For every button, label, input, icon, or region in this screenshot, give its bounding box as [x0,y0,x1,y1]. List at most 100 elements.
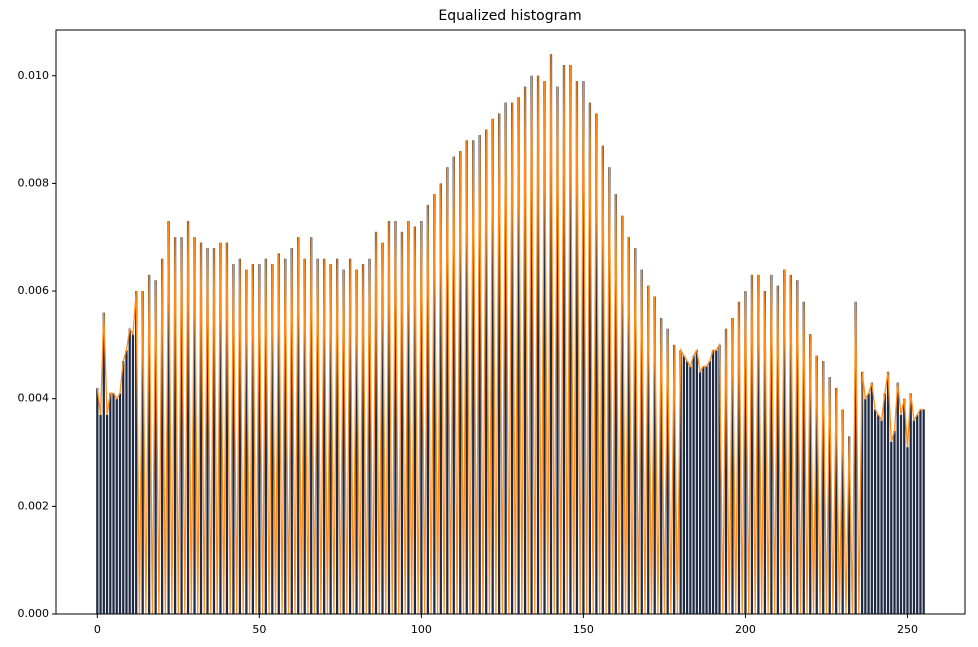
bar [815,355,818,614]
bar [238,258,242,614]
bar [877,414,880,614]
bar [912,420,916,614]
bar [420,221,423,614]
bar [381,242,384,615]
bar [886,371,890,614]
bar [653,296,656,614]
bar [122,361,125,614]
x-tick-label: 250 [897,623,918,636]
bar [284,258,287,614]
bar [303,258,306,614]
bar [575,81,579,614]
bar [387,221,391,614]
bar [673,344,676,614]
bar [323,258,326,614]
bar [335,258,339,614]
bar [893,430,896,614]
bar [523,86,527,615]
bar [873,409,877,614]
bar [510,102,514,614]
bar [245,269,248,614]
bar [685,361,689,614]
bar [498,113,501,614]
bar [896,382,899,614]
x-tick-label: 150 [573,623,594,636]
bar [394,221,397,614]
bar [711,350,715,614]
bar [906,447,909,614]
bar [180,237,183,614]
bar [504,102,507,614]
bar [702,366,705,614]
x-tick-label: 200 [735,623,756,636]
bar [536,75,540,614]
bar [206,247,209,614]
bar [212,247,216,614]
bar [601,145,604,614]
bar [271,264,274,614]
bar [277,253,280,614]
bar [789,274,792,614]
bar [131,334,135,614]
bar [543,81,546,614]
bar [530,75,533,614]
axes-frame [55,29,966,615]
bar [724,328,728,614]
bar [705,366,708,614]
bar [634,247,637,614]
bar [374,231,378,614]
bar [647,285,650,614]
bar [105,414,109,614]
bar [796,280,799,614]
bar [757,274,760,614]
bar [258,264,261,614]
bar [446,167,449,614]
bar [173,237,177,614]
bar [109,393,112,614]
y-tick-label: 0.002 [18,499,50,512]
bar [199,242,203,615]
bar [890,441,893,614]
bar [102,312,105,614]
bar [715,350,718,614]
bar [400,231,404,614]
y-tick-label: 0.010 [18,69,50,82]
bar [708,361,711,614]
bar [660,317,663,614]
bar [860,371,864,614]
bar [903,398,906,614]
bar [695,350,698,614]
bar [264,258,267,614]
y-tick-label: 0.000 [18,607,50,620]
bar [491,118,494,614]
bar [355,269,358,614]
bar [689,366,692,614]
bar [750,274,754,614]
bar [225,242,229,615]
y-tick-label: 0.008 [18,176,50,189]
x-tick-label: 100 [411,623,432,636]
bar [251,264,255,614]
bar [167,221,170,614]
bar [193,237,196,614]
bar [919,409,922,614]
bar [588,102,592,614]
y-tick-label: 0.006 [18,284,50,297]
bar [128,328,131,614]
bar [135,291,138,614]
bar [426,204,429,614]
bar [569,64,572,614]
y-tick-label: 0.004 [18,392,50,405]
bar [640,269,643,614]
x-tick-label: 0 [94,623,101,636]
bar [478,134,481,614]
bar [828,377,831,614]
bar [627,237,630,614]
bar [361,264,365,614]
bar [232,264,235,614]
x-tick-label: 50 [252,623,266,636]
bar [316,258,319,614]
bar [433,194,436,614]
bar [329,264,332,614]
bar [297,237,300,614]
